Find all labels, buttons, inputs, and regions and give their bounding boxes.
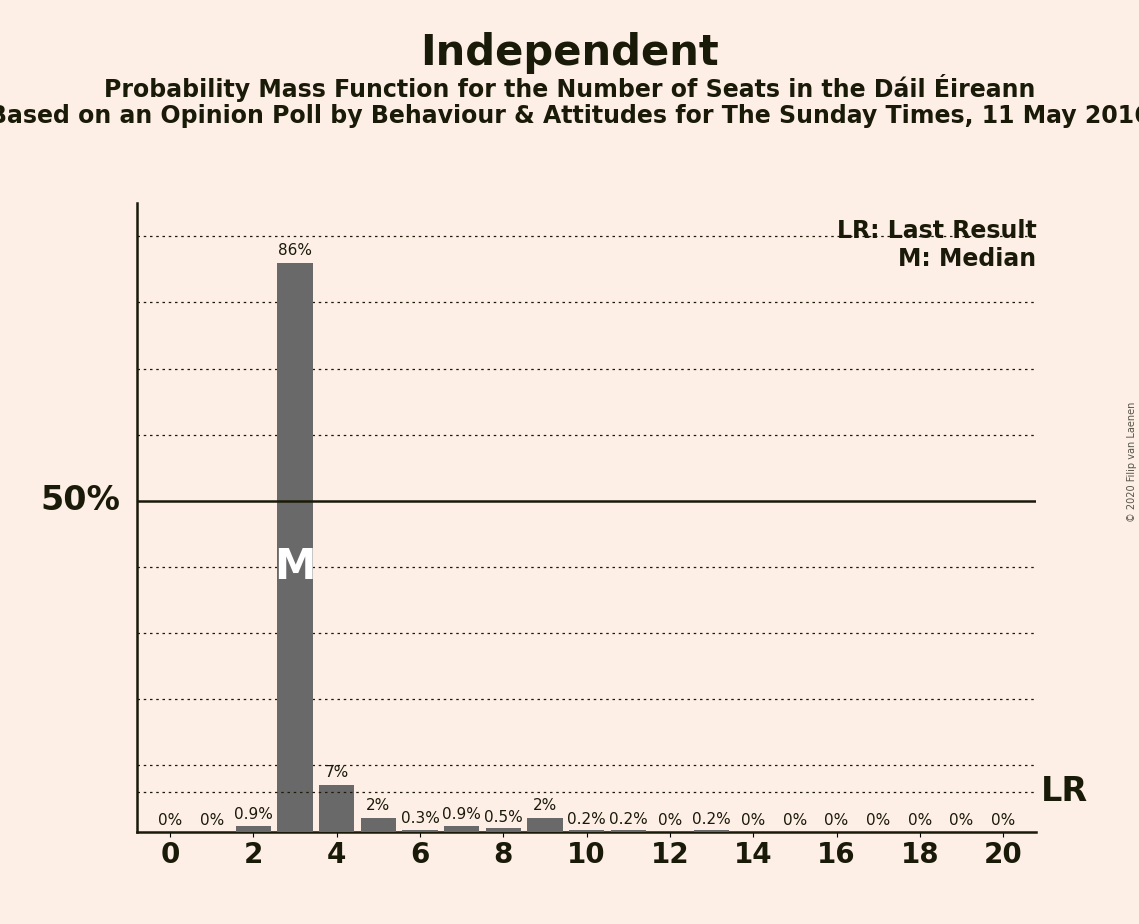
Bar [277, 262, 313, 832]
Text: 0.2%: 0.2% [609, 812, 648, 827]
Text: 0%: 0% [782, 813, 808, 828]
Text: Probability Mass Function for the Number of Seats in the Dáil Éireann: Probability Mass Function for the Number… [104, 74, 1035, 102]
Text: 0%: 0% [658, 813, 682, 828]
Bar [402, 830, 437, 832]
Text: 0%: 0% [199, 813, 223, 828]
Bar [444, 826, 480, 832]
Text: Based on an Opinion Poll by Behaviour & Attitudes for The Sunday Times, 11 May 2: Based on an Opinion Poll by Behaviour & … [0, 104, 1139, 128]
Text: 7%: 7% [325, 765, 349, 780]
Text: 0.5%: 0.5% [484, 810, 523, 825]
Text: 0.2%: 0.2% [693, 812, 731, 827]
Bar [568, 831, 605, 832]
Text: 86%: 86% [278, 242, 312, 258]
Text: LR: Last Result: LR: Last Result [837, 219, 1036, 243]
Text: 2%: 2% [366, 798, 391, 813]
Text: 0.2%: 0.2% [567, 812, 606, 827]
Text: 0%: 0% [908, 813, 932, 828]
Text: 0.9%: 0.9% [233, 808, 272, 822]
Bar [319, 785, 354, 832]
Text: 0%: 0% [158, 813, 182, 828]
Text: 0%: 0% [950, 813, 974, 828]
Bar [611, 831, 646, 832]
Bar [236, 826, 271, 832]
Text: M: M [274, 546, 316, 588]
Text: 0.3%: 0.3% [401, 811, 440, 826]
Text: 0%: 0% [741, 813, 765, 828]
Bar [485, 828, 521, 832]
Bar [527, 819, 563, 832]
Bar [694, 831, 729, 832]
Text: 0%: 0% [825, 813, 849, 828]
Text: 0%: 0% [991, 813, 1015, 828]
Text: 0.9%: 0.9% [442, 808, 481, 822]
Text: Independent: Independent [420, 32, 719, 74]
Text: 0%: 0% [866, 813, 891, 828]
Text: 50%: 50% [40, 484, 120, 517]
Text: LR: LR [1041, 775, 1088, 808]
Text: © 2020 Filip van Laenen: © 2020 Filip van Laenen [1126, 402, 1137, 522]
Text: M: Median: M: Median [899, 248, 1036, 272]
Text: 2%: 2% [533, 798, 557, 813]
Bar [361, 819, 396, 832]
